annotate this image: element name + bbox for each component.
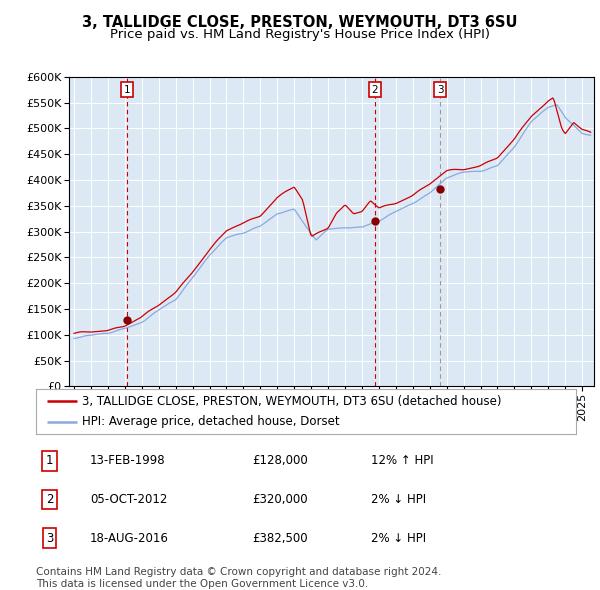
Text: £320,000: £320,000	[252, 493, 308, 506]
Text: 18-AUG-2016: 18-AUG-2016	[90, 532, 169, 545]
Text: 3: 3	[437, 84, 444, 94]
Text: 2: 2	[371, 84, 378, 94]
Text: 13-FEB-1998: 13-FEB-1998	[90, 454, 166, 467]
Text: 3, TALLIDGE CLOSE, PRESTON, WEYMOUTH, DT3 6SU: 3, TALLIDGE CLOSE, PRESTON, WEYMOUTH, DT…	[82, 15, 518, 30]
Text: 2% ↓ HPI: 2% ↓ HPI	[371, 493, 426, 506]
Text: 05-OCT-2012: 05-OCT-2012	[90, 493, 167, 506]
Text: 12% ↑ HPI: 12% ↑ HPI	[371, 454, 433, 467]
Text: Price paid vs. HM Land Registry's House Price Index (HPI): Price paid vs. HM Land Registry's House …	[110, 28, 490, 41]
Text: £382,500: £382,500	[252, 532, 308, 545]
Text: 1: 1	[124, 84, 130, 94]
Text: Contains HM Land Registry data © Crown copyright and database right 2024.
This d: Contains HM Land Registry data © Crown c…	[36, 567, 442, 589]
Text: £128,000: £128,000	[252, 454, 308, 467]
Text: 1: 1	[46, 454, 53, 467]
Text: 2% ↓ HPI: 2% ↓ HPI	[371, 532, 426, 545]
Text: 2: 2	[46, 493, 53, 506]
Text: 3, TALLIDGE CLOSE, PRESTON, WEYMOUTH, DT3 6SU (detached house): 3, TALLIDGE CLOSE, PRESTON, WEYMOUTH, DT…	[82, 395, 502, 408]
Text: 3: 3	[46, 532, 53, 545]
Text: HPI: Average price, detached house, Dorset: HPI: Average price, detached house, Dors…	[82, 415, 340, 428]
